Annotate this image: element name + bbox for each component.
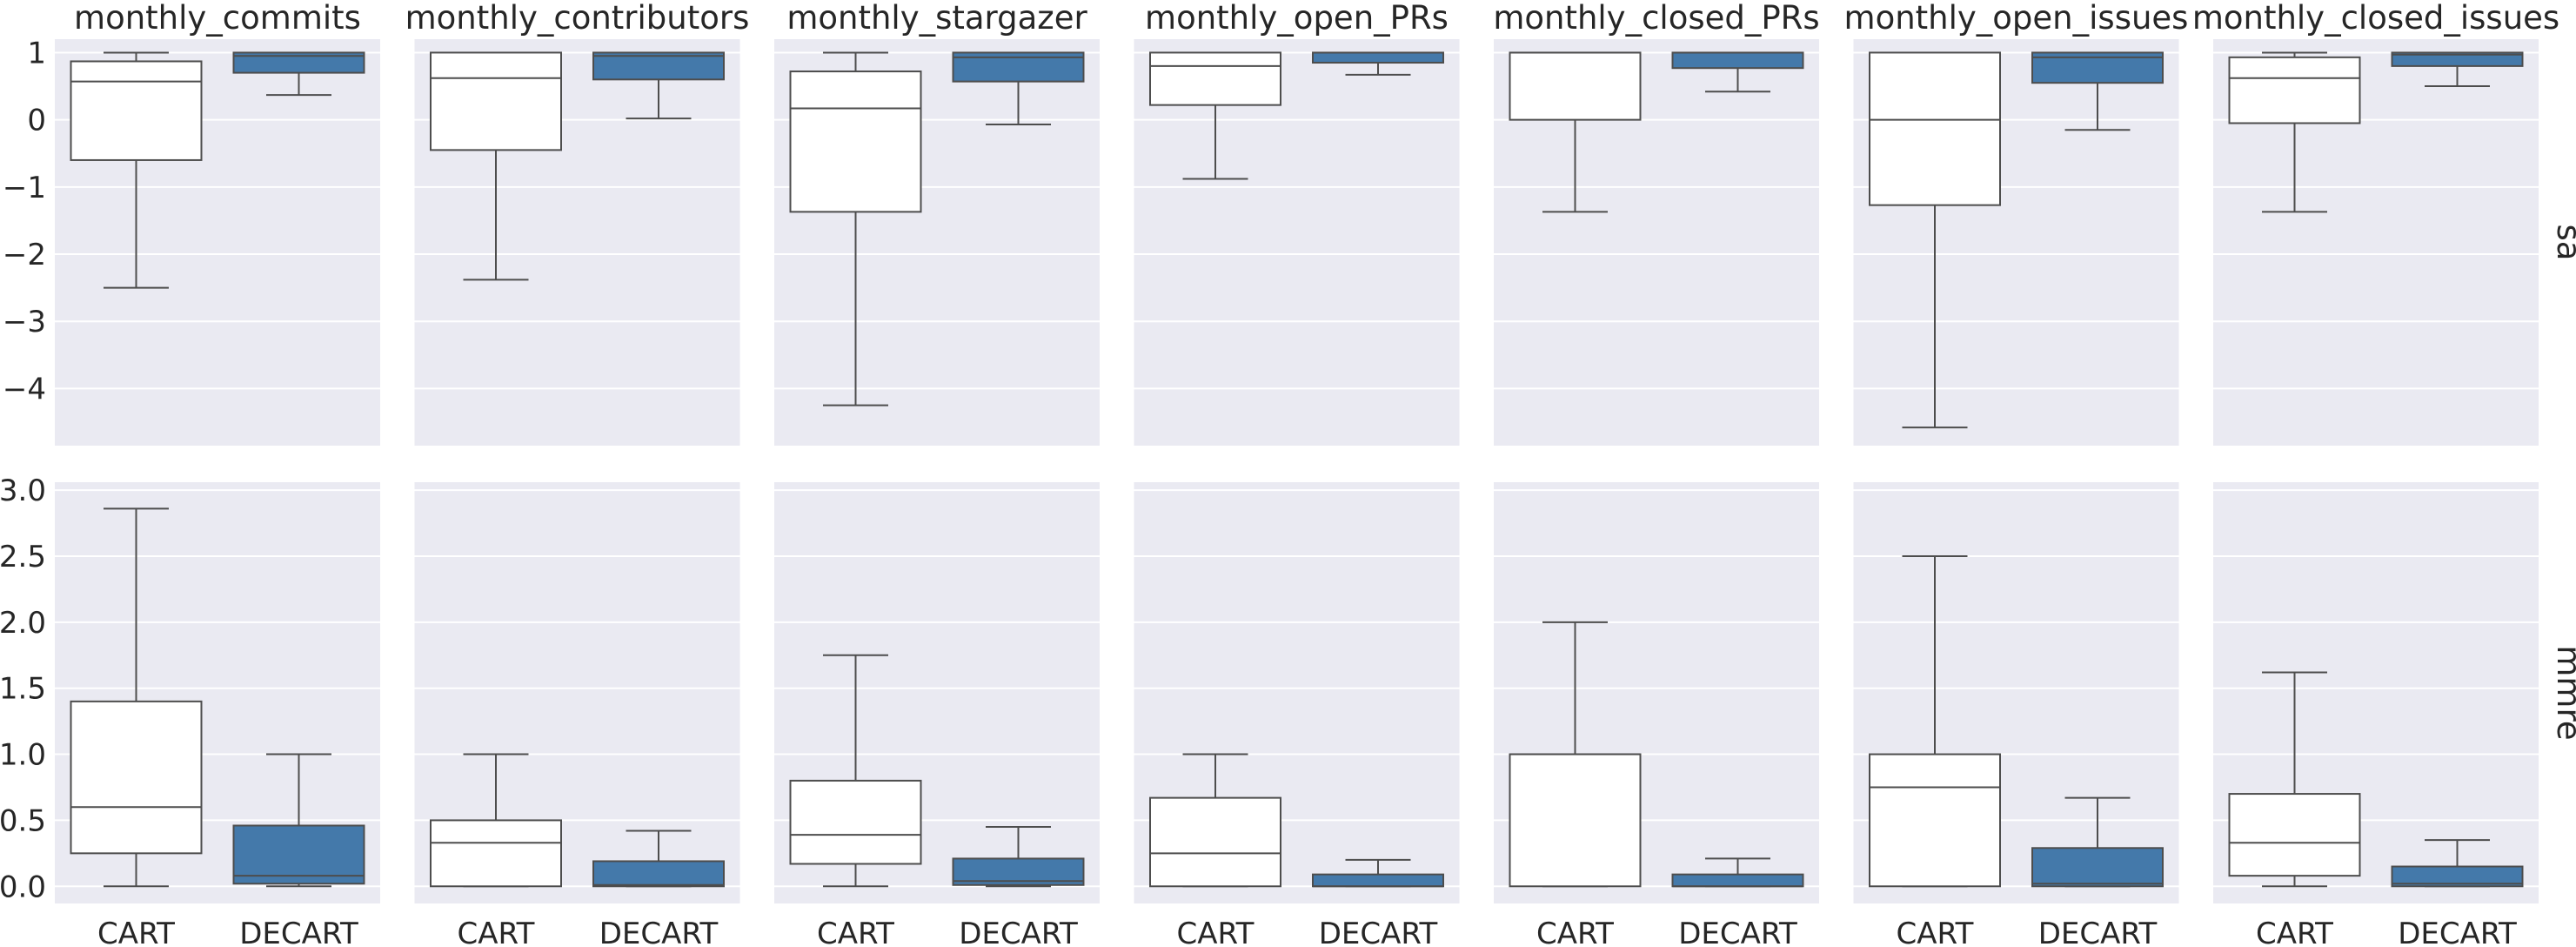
x-tick-label: CART (817, 917, 894, 947)
x-tick-label: DECART (239, 917, 358, 947)
x-tick-label: DECART (959, 917, 1078, 947)
box-cart (789, 71, 922, 213)
box-decart (1312, 51, 1444, 64)
y-tick-label: 0 (27, 104, 46, 138)
x-tick-label: CART (1177, 917, 1255, 947)
column-title: monthly_contributors (405, 0, 750, 37)
column-title: monthly_open_PRs (1145, 0, 1449, 37)
column-title: monthly_stargazer (786, 0, 1087, 37)
box-decart (2391, 865, 2524, 888)
box-decart (1312, 873, 1444, 888)
box-decart (232, 51, 365, 74)
x-tick-label: CART (1897, 917, 1974, 947)
x-tick-label: DECART (1678, 917, 1797, 947)
box-decart (2031, 847, 2164, 888)
column-title: monthly_closed_PRs (1493, 0, 1819, 37)
box-cart (1869, 753, 2001, 888)
y-tick-label: 1.0 (0, 738, 46, 773)
box-cart (1509, 51, 1642, 121)
box-decart (2391, 51, 2524, 67)
y-tick-label: 0.0 (0, 870, 46, 904)
box-decart (1671, 51, 1804, 70)
box-decart (1671, 873, 1804, 888)
x-tick-label: CART (97, 917, 175, 947)
box-cart (789, 779, 922, 865)
y-tick-label: 1.5 (0, 672, 46, 707)
x-tick-label: DECART (2038, 917, 2158, 947)
x-tick-label: DECART (599, 917, 719, 947)
box-decart (592, 51, 725, 81)
column-title: monthly_commits (74, 0, 361, 37)
box-cart (70, 60, 203, 161)
box-cart (1149, 796, 1281, 888)
y-tick-label: 2.5 (0, 540, 46, 574)
y-tick-label: −1 (3, 171, 46, 205)
x-tick-label: DECART (2398, 917, 2517, 947)
box-cart (2228, 56, 2361, 124)
box-cart (430, 51, 562, 151)
box-decart (592, 860, 725, 888)
box-cart (1149, 51, 1281, 106)
row-title: sa (2550, 225, 2576, 261)
y-tick-label: −3 (3, 305, 46, 339)
y-tick-label: 0.5 (0, 803, 46, 838)
x-tick-label: CART (2256, 917, 2333, 947)
row-title: mmre (2550, 645, 2576, 740)
column-title: monthly_closed_issues (2192, 0, 2559, 37)
y-tick-label: −4 (3, 372, 46, 406)
panel-background (1134, 39, 1460, 446)
y-tick-label: 3.0 (0, 474, 46, 508)
y-tick-label: 1 (27, 36, 46, 71)
x-tick-label: CART (458, 917, 535, 947)
y-tick-label: −2 (3, 238, 46, 272)
box-cart (1869, 51, 2001, 206)
box-cart (2228, 793, 2361, 877)
box-decart (232, 824, 365, 885)
x-tick-label: DECART (1319, 917, 1438, 947)
column-title: monthly_open_issues (1844, 0, 2189, 37)
box-cart (70, 700, 203, 855)
box-cart (1509, 753, 1642, 888)
x-tick-label: CART (1536, 917, 1614, 947)
y-tick-label: 2.0 (0, 606, 46, 641)
box-cart (430, 819, 562, 888)
